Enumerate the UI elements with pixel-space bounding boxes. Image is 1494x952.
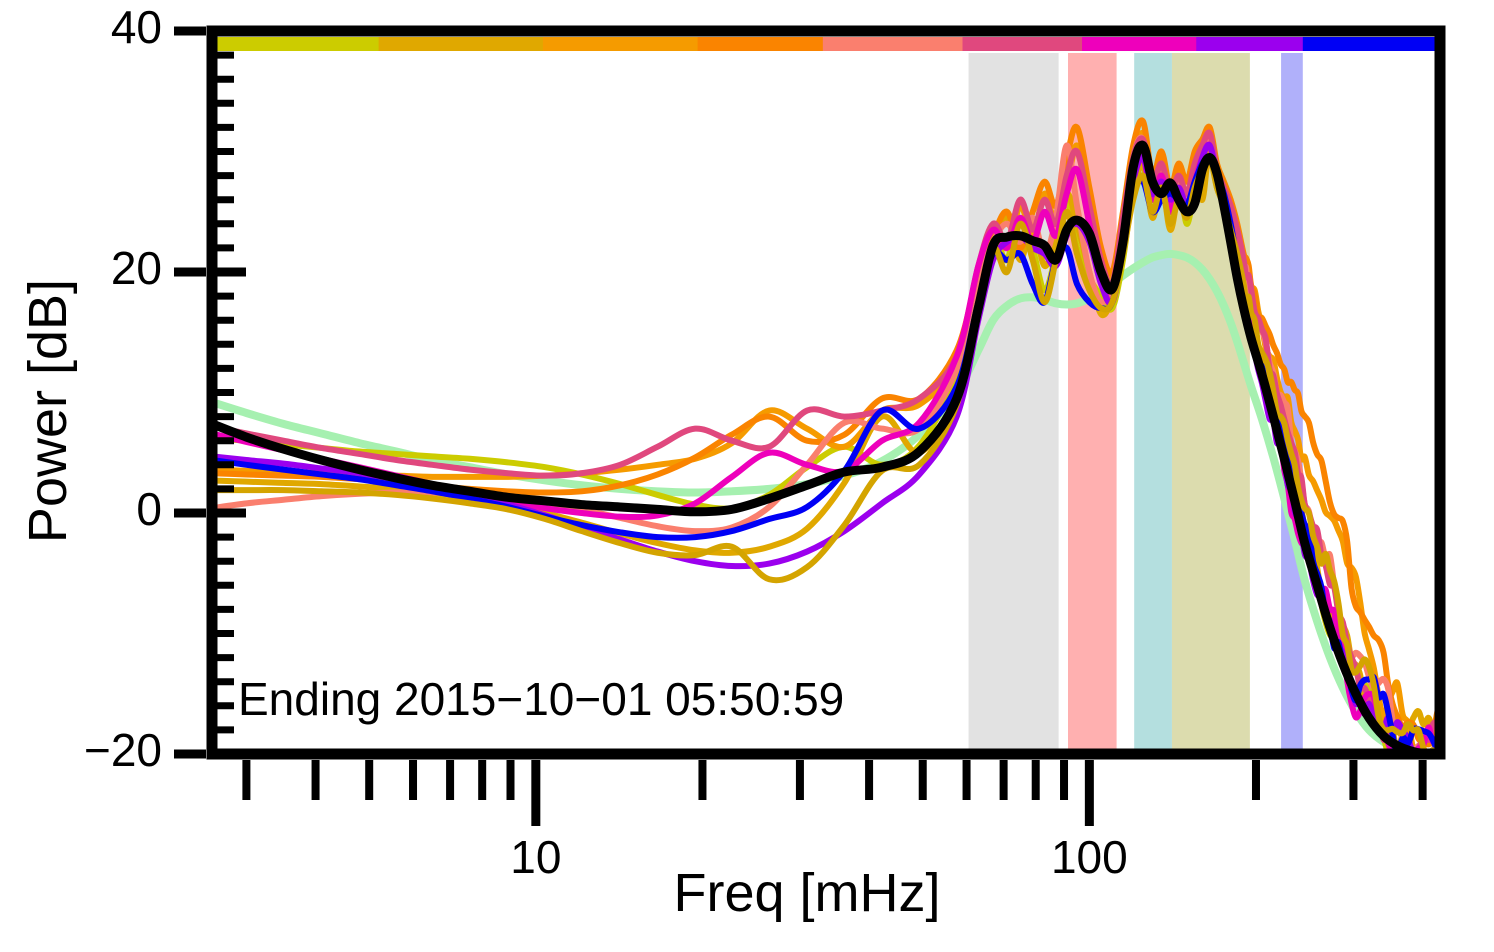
colorbar-segment-8: [1302, 37, 1441, 51]
x-tick-label-100: 100: [1050, 831, 1128, 883]
y-tick-label-40: 40: [110, 1, 162, 53]
colorbar-segment-0: [212, 37, 380, 51]
data-curves-layer: [207, 117, 1445, 759]
y-axis-label: Power [dB]: [18, 278, 78, 544]
x-axis-label: Freq [mHz]: [673, 863, 941, 923]
colorbar-segment-1: [378, 37, 544, 51]
colorbar-segment-3: [697, 37, 824, 51]
series-trace-rose: [209, 129, 1443, 759]
series-trace-dark-yellow: [209, 153, 1443, 757]
ending-timestamp-annotation: Ending 2015−10−01 05:50:59: [238, 673, 845, 725]
y-tick-label-20: 20: [110, 242, 162, 294]
axis-ticks-layer: [174, 26, 1427, 826]
band-purple: [1281, 53, 1303, 754]
series-trace-orange-3: [209, 117, 1443, 748]
x-tick-label-10: 10: [510, 831, 562, 883]
band-gray: [968, 53, 1059, 754]
series-trace-yellow-1: [209, 147, 1443, 758]
colorbar-segment-4: [822, 37, 964, 51]
colorbar-layer: [212, 37, 1441, 51]
colorbar-segment-6: [1082, 37, 1198, 51]
colorbar-segment-5: [962, 37, 1083, 51]
colorbar-segment-7: [1196, 37, 1304, 51]
y-tick-label-0: 0: [136, 483, 162, 535]
colorbar-segment-2: [542, 37, 699, 51]
series-trace-salmon: [209, 134, 1443, 758]
series-mean: [207, 140, 1445, 759]
y-tick-label--20: −20: [83, 724, 162, 776]
